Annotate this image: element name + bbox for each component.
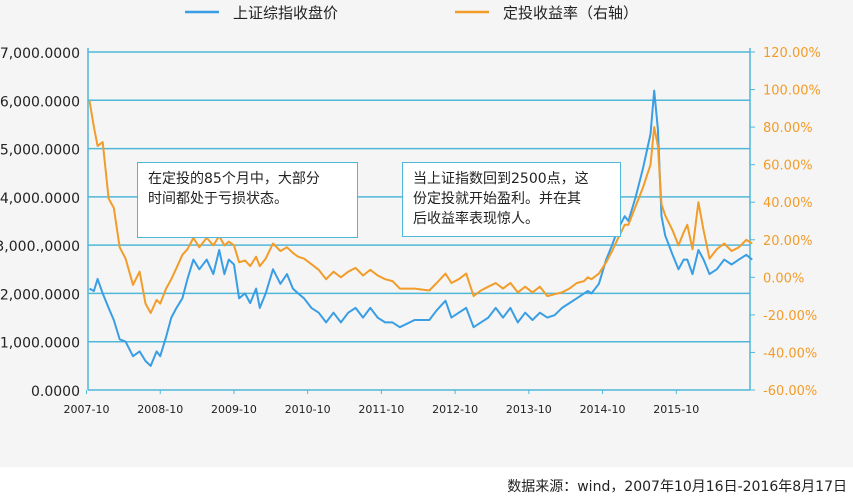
left-tick-label: 0.0000: [31, 384, 80, 400]
annotation-loss-period: 在定投的85个月中，大部分 时间都处于亏损状态。: [137, 162, 358, 238]
x-tick-label: 2009-10: [211, 403, 257, 416]
right-tick-label: -40.00%: [763, 346, 817, 361]
right-tick-label: 40.00%: [763, 196, 813, 211]
left-tick-label: 7,000.0000: [0, 46, 80, 62]
x-tick-label: 2012-10: [432, 403, 478, 416]
x-tick-label: 2015-10: [653, 403, 699, 416]
legend-label-index: 上证综指收盘价: [233, 4, 338, 22]
left-tick-label: 6,000.0000: [0, 94, 80, 110]
right-tick-label: 80.00%: [763, 121, 813, 136]
series-line-index: [89, 89, 753, 367]
source-note: 数据来源：wind，2007年10月16日-2016年8月17日: [507, 479, 847, 495]
left-tick-label: 5,000.0000: [0, 143, 80, 159]
left-tick-label: 4,000.0000: [0, 191, 80, 207]
x-tick-label: 2011-10: [358, 403, 404, 416]
right-tick-label: 0.00%: [763, 271, 804, 286]
right-tick-label: 120.00%: [763, 46, 821, 61]
x-tick-label: 2007-10: [64, 403, 110, 416]
series-line-return: [88, 100, 753, 314]
left-tick-label: 2,000.0000: [0, 287, 80, 303]
chart-area: 0.0000 1,000.0000 2,000.0000 3,000.,0000 4,0…: [0, 4, 821, 416]
right-tick-label: -60.00%: [763, 384, 817, 399]
right-tick-label: -20.00%: [763, 309, 817, 324]
legend-label-return: 定投收益率（右轴）: [503, 4, 638, 22]
x-tick-label: 2013-10: [506, 403, 552, 416]
x-tick-label: 2010-10: [285, 403, 331, 416]
annotation-profit-period: 当上证指数回到2500点，这 份定投就开始盈利。并在其 后收益率表现惊人。: [402, 162, 621, 237]
right-tick-label: 20.00%: [763, 234, 813, 249]
x-tick-label: 2014-10: [580, 403, 626, 416]
left-tick-label: 3,000.,0000: [0, 239, 80, 255]
x-tick-label: 2008-10: [137, 403, 183, 416]
right-tick-label: 100.00%: [763, 84, 821, 99]
left-tick-label: 1,000.0000: [0, 336, 80, 352]
right-tick-label: 60.00%: [763, 159, 813, 174]
